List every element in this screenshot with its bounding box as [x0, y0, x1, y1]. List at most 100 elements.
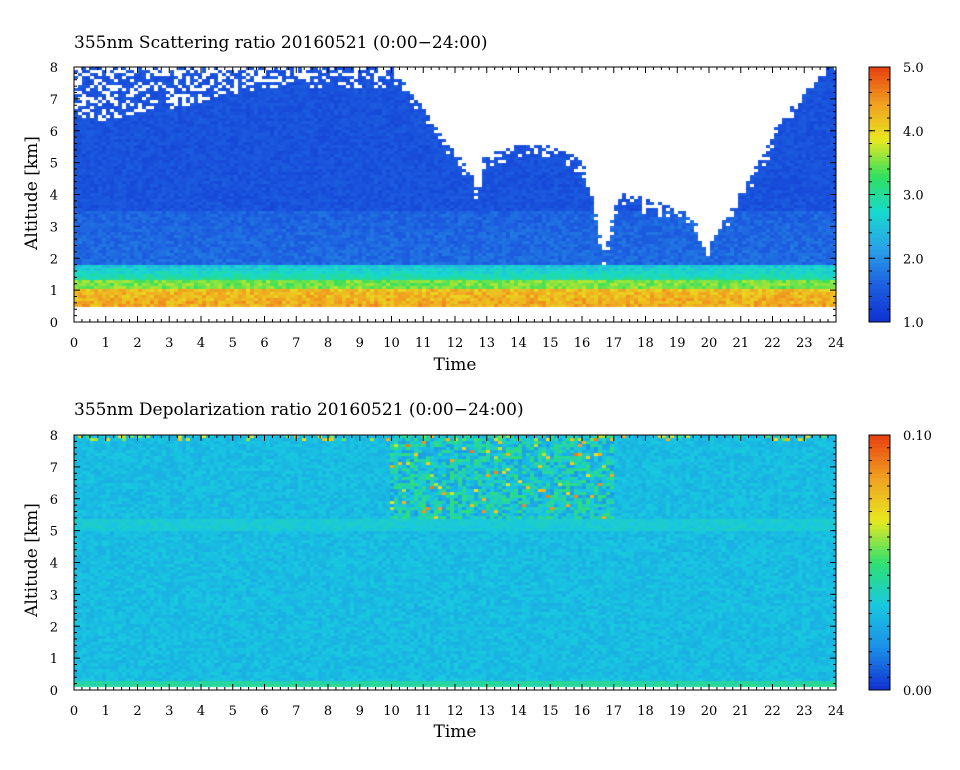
x-tick-label: 23: [796, 336, 813, 351]
colorbar-segment: [869, 143, 890, 149]
x-tick-label: 18: [637, 336, 654, 351]
colorbar-tick-label: 2.0: [903, 252, 924, 267]
colorbar-segment: [869, 647, 890, 653]
colorbar-segment: [869, 75, 890, 81]
x-tick-label: 10: [383, 704, 400, 719]
colorbar-segment: [869, 232, 890, 238]
colorbar-segment: [869, 198, 890, 204]
colorbar-tick-label: 3.0: [903, 189, 924, 204]
colorbar-segment: [869, 215, 890, 221]
y-tick-label: 4: [50, 557, 58, 572]
y-tick-label: 5: [50, 525, 58, 540]
x-tick-label: 19: [669, 704, 686, 719]
colorbar-segment: [869, 203, 890, 208]
colorbar-segment: [869, 288, 890, 293]
colorbar-segment: [869, 317, 890, 323]
colorbar-segment: [869, 520, 890, 525]
x-tick-label: 12: [447, 336, 464, 351]
colorbar-segment: [869, 266, 890, 272]
colorbar-segment: [869, 109, 890, 115]
colorbar-segment: [869, 630, 890, 636]
x-tick-label: 21: [732, 704, 749, 719]
x-tick-label: 6: [260, 336, 268, 351]
x-tick-label: 22: [764, 336, 781, 351]
colorbar-segment: [869, 643, 890, 648]
x-tick-label: 24: [828, 336, 845, 351]
colorbar-segment: [869, 494, 890, 500]
colorbar-segment: [869, 609, 890, 614]
colorbar-segment: [869, 177, 890, 183]
colorbar-segment: [869, 313, 890, 319]
colorbar-segment: [869, 596, 890, 602]
x-tick-label: 9: [356, 336, 364, 351]
x-tick-label: 13: [478, 704, 495, 719]
colorbar-segment: [869, 88, 890, 93]
x-tick-label: 23: [796, 704, 813, 719]
colorbar-segment: [869, 271, 890, 276]
x-tick-label: 16: [574, 704, 591, 719]
colorbar-segment: [869, 228, 890, 234]
y-tick-label: 7: [50, 93, 58, 108]
y-tick-label: 1: [50, 284, 58, 299]
y-tick-label: 2: [50, 620, 58, 635]
colorbar-segment: [869, 549, 890, 555]
colorbar-segment: [869, 558, 890, 563]
x-tick-label: 20: [701, 704, 718, 719]
y-tick-label: 5: [50, 157, 58, 172]
colorbar-segment: [869, 626, 890, 631]
colorbar-segment: [869, 190, 890, 195]
colorbar-segment: [869, 279, 890, 285]
colorbar-segment: [869, 634, 890, 640]
plot-area: 0 1 2 3 4 5 6 7 8 9 10 11 12 13 14 15 16 17 18 19 20 21 22 23 24…: [50, 61, 924, 351]
y-tick-label: 7: [50, 461, 58, 476]
x-tick-label: 21: [732, 336, 749, 351]
colorbar-segment: [869, 160, 890, 166]
colorbar-segment: [869, 469, 890, 474]
colorbar-segment: [869, 186, 890, 191]
chart-title: 355nm Depolarization ratio 20160521 (0:0…: [74, 400, 524, 420]
colorbar-segment: [869, 452, 890, 457]
colorbar-segment: [869, 579, 890, 585]
x-tick-label: 22: [764, 704, 781, 719]
x-tick-label: 7: [292, 704, 300, 719]
colorbar-segment: [869, 481, 890, 487]
x-tick-label: 17: [605, 336, 622, 351]
colorbar-segment: [869, 292, 890, 297]
colorbar-segment: [869, 283, 890, 289]
colorbar-segment: [869, 118, 890, 123]
colorbar-segment: [869, 507, 890, 512]
heatmap-image: [74, 435, 836, 690]
x-tick-label: 5: [229, 336, 237, 351]
colorbar-segment: [869, 664, 890, 670]
colorbar-segment: [869, 605, 890, 610]
colorbar-segment: [869, 537, 890, 542]
x-tick-label: 14: [510, 336, 527, 351]
colorbar-segment: [869, 566, 890, 572]
y-tick-label: 6: [50, 125, 58, 140]
colorbar-segment: [869, 490, 890, 495]
colorbar-segment: [869, 681, 890, 687]
colorbar-segment: [869, 147, 890, 153]
x-tick-label: 4: [197, 336, 205, 351]
x-tick-label: 0: [70, 704, 78, 719]
x-axis-label: Time: [434, 722, 477, 742]
colorbar-segment: [869, 532, 890, 538]
colorbar-segment: [869, 122, 890, 127]
colorbar-segment: [869, 92, 890, 98]
colorbar-segment: [869, 656, 890, 661]
x-tick-label: 1: [102, 336, 110, 351]
colorbar-segment: [869, 105, 890, 110]
colorbar-segment: [869, 139, 890, 144]
colorbar-segment: [869, 296, 890, 302]
colorbar-segment: [869, 113, 890, 119]
x-tick-label: 14: [510, 704, 527, 719]
colorbar-segment: [869, 503, 890, 508]
colorbar-segment: [869, 84, 890, 89]
colorbar-segment: [869, 300, 890, 306]
colorbar-segment: [869, 660, 890, 665]
colorbar-segment: [869, 194, 890, 200]
x-tick-label: 2: [133, 336, 141, 351]
colorbar-segment: [869, 464, 890, 470]
colorbar-segment: [869, 545, 890, 551]
colorbar-segment: [869, 79, 890, 85]
